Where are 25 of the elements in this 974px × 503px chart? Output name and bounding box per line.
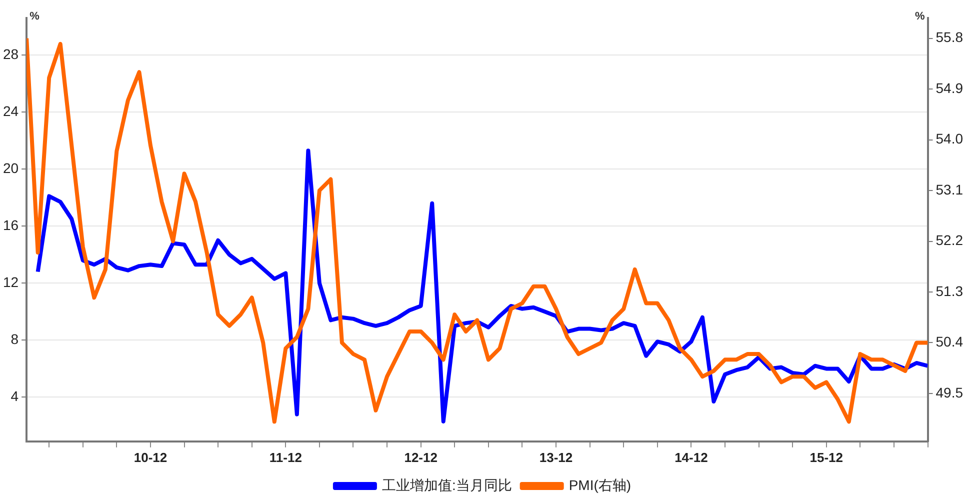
- y2-tick-label: 52.2: [936, 232, 964, 248]
- y-tick-label: 4: [10, 388, 19, 404]
- y2-tick-label: 54.0: [936, 130, 964, 147]
- y-tick-label: 8: [10, 331, 19, 348]
- y-tick-label: 12: [2, 274, 19, 290]
- y2-tick-label: 51.3: [936, 282, 964, 299]
- y-tick-label: 20: [2, 160, 19, 176]
- x-tick-label: 15-12: [810, 450, 843, 465]
- y2-tick-label: 55.8: [936, 29, 964, 46]
- y2-axis-title: %: [914, 10, 925, 23]
- y2-tick-label: 49.5: [936, 384, 964, 400]
- x-tick-label: 12-12: [404, 450, 438, 465]
- y-tick-label: 28: [2, 46, 19, 62]
- y-tick-label: 16: [2, 216, 19, 233]
- x-tick-label: 13-12: [539, 450, 573, 465]
- y2-tick-label: 50.4: [936, 334, 964, 350]
- x-tick-label: 14-12: [674, 450, 708, 465]
- y2-tick-label: 54.9: [936, 80, 964, 96]
- y-tick-label: 24: [2, 102, 19, 119]
- y-axis-title: %: [30, 10, 40, 23]
- y2-tick-label: 53.1: [936, 181, 964, 198]
- x-tick-label: 10-12: [134, 450, 168, 465]
- legend-label: PMI(右轴): [568, 476, 632, 493]
- legend-label: 工业增加值:当月同比: [382, 476, 512, 493]
- x-tick-label: 11-12: [269, 450, 302, 465]
